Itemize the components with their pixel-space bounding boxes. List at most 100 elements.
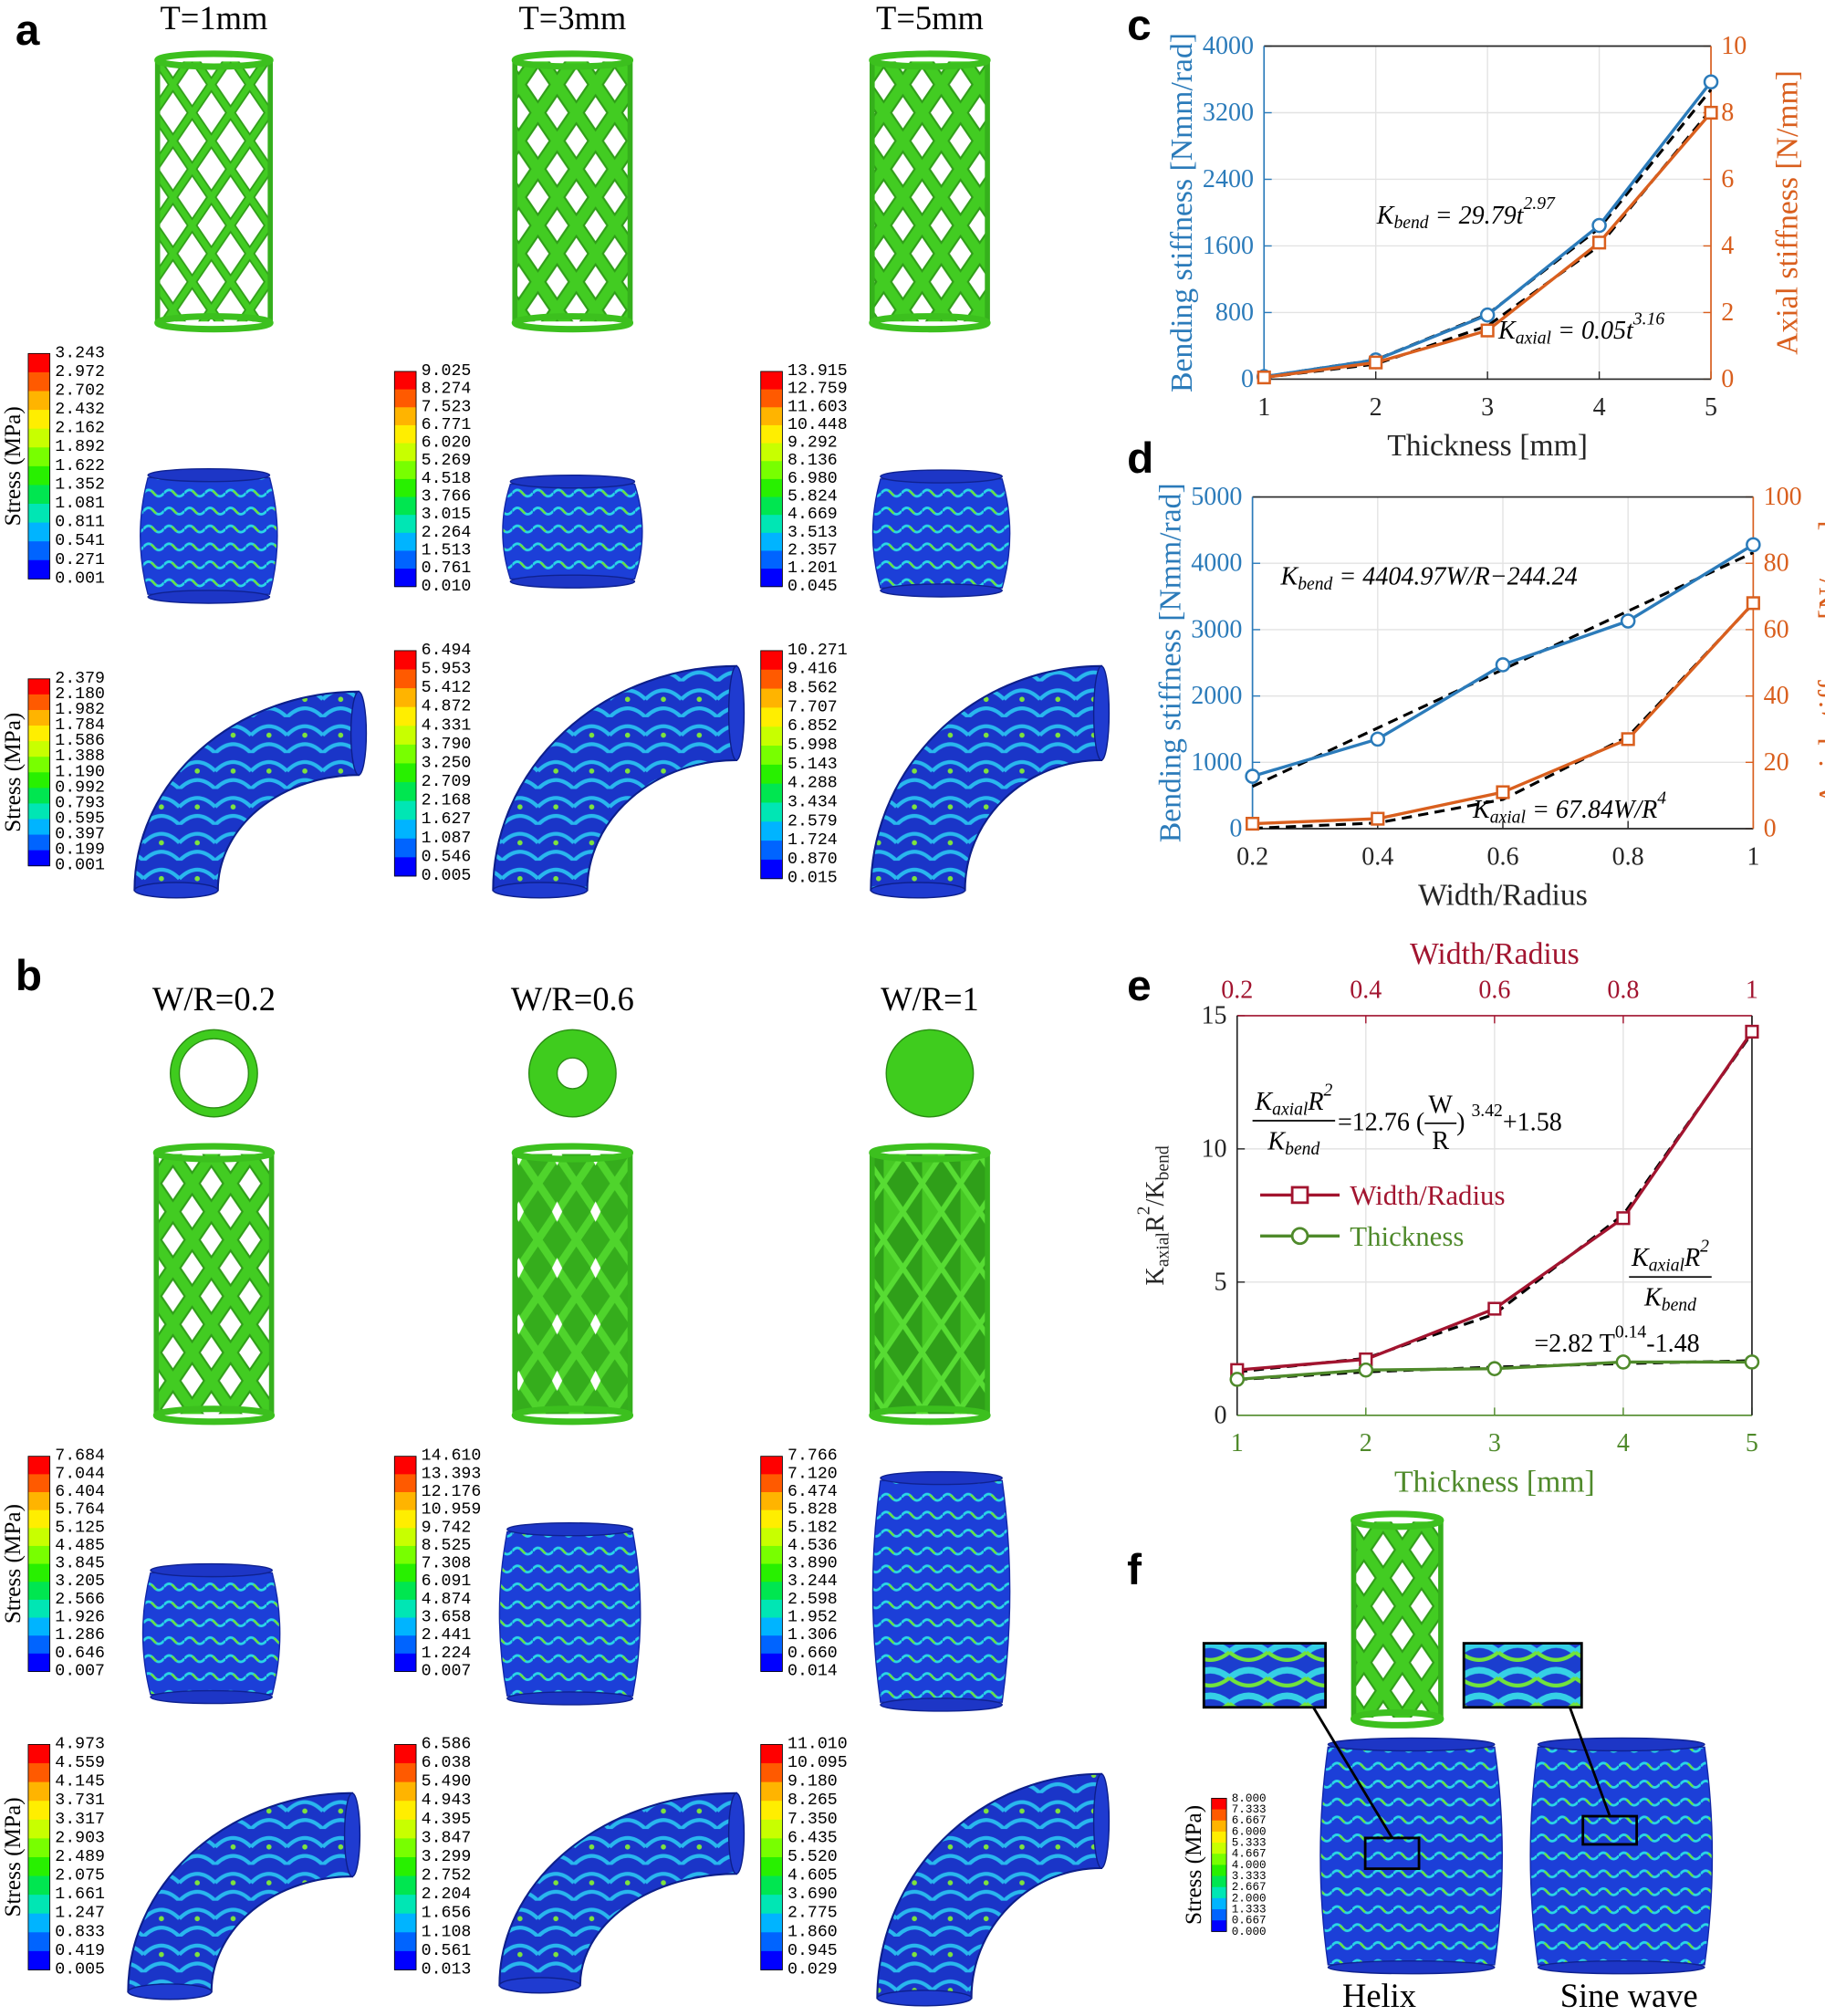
cylinder-ring xyxy=(511,1143,634,1163)
colorbar-segment xyxy=(27,1474,50,1493)
colorbar-label: 4.288 xyxy=(787,775,838,793)
marker xyxy=(1480,323,1495,338)
colorbar-segment xyxy=(760,1950,783,1970)
colorbar-label: 4.485 xyxy=(55,1537,105,1555)
colorbar-label: 0.419 xyxy=(55,1942,105,1960)
colorbar-label: 3.317 xyxy=(55,1811,105,1829)
x2-axis-label: Width/Radius xyxy=(1410,937,1580,971)
y-tick-label: 5 xyxy=(1215,1268,1227,1296)
x-tick-label: 0.6 xyxy=(1486,842,1518,871)
marker xyxy=(1369,355,1383,370)
annotation-numerator: KaxialR2 xyxy=(1254,1080,1332,1119)
tube-end xyxy=(727,665,746,761)
colorbar-title: Stress (MPa) xyxy=(0,1504,26,1624)
compressed-ring xyxy=(147,590,271,604)
colorbar-label: 1.661 xyxy=(55,1885,105,1904)
colorbar-label: 10.271 xyxy=(787,642,848,660)
text-run: K xyxy=(1497,317,1517,345)
colorbar-segment xyxy=(760,1635,783,1655)
colorbar-label: 13.915 xyxy=(787,362,848,381)
colorbar-label: 7.044 xyxy=(55,1465,105,1483)
colorbar-label: 7.684 xyxy=(55,1447,105,1466)
colorbar-segment xyxy=(760,726,783,747)
legend-marker xyxy=(1290,1227,1309,1246)
colorbar-label: 1.087 xyxy=(422,830,472,848)
column-heading: T=5mm xyxy=(876,0,984,37)
text-run: K xyxy=(1267,1127,1286,1155)
cylinder-ring xyxy=(869,313,991,333)
colorbar-label: 7.120 xyxy=(787,1465,838,1483)
colorbar-label: 4.536 xyxy=(787,1537,838,1555)
colorbar-label: 0.646 xyxy=(55,1645,105,1663)
colorbar-label: 8.525 xyxy=(422,1537,472,1555)
cross-section-hole xyxy=(556,1057,589,1090)
colorbar-segment xyxy=(394,706,417,726)
colorbar-segment xyxy=(760,1875,783,1896)
colorbar-label: 2.702 xyxy=(55,382,105,401)
subscript: axial xyxy=(1516,329,1552,349)
colorbar-segment xyxy=(394,1875,417,1896)
colorbar-segment xyxy=(394,1491,417,1511)
superscript: 3.16 xyxy=(1632,308,1665,329)
panel-letter: c xyxy=(1127,2,1152,50)
colorbar-label: 6.404 xyxy=(55,1483,105,1501)
text-run: -1.48 xyxy=(1646,1330,1699,1358)
colorbar-label: 1.892 xyxy=(55,438,105,456)
y2-tick-label: 2 xyxy=(1721,298,1734,327)
colorbar-label: 2.566 xyxy=(55,1591,105,1609)
colorbar-label: 7.523 xyxy=(422,398,472,416)
y-tick-label: 10 xyxy=(1201,1134,1226,1163)
tube-end xyxy=(876,1990,973,2007)
colorbar-segment xyxy=(27,694,50,711)
y2-tick-label: 10 xyxy=(1721,32,1747,60)
colorbar-label: 6.667 xyxy=(1232,1813,1267,1827)
colorbar-label: 4.605 xyxy=(787,1867,838,1885)
colorbar-label: 6.586 xyxy=(422,1735,472,1753)
cross-section xyxy=(885,1029,975,1118)
colorbar-label: 5.269 xyxy=(422,452,472,470)
text-run: +1.58 xyxy=(1503,1108,1562,1136)
colorbar-label: 1.586 xyxy=(55,732,105,750)
colorbar-segment xyxy=(394,1819,417,1839)
x-tick-label: 4 xyxy=(1593,393,1606,422)
colorbar-segment xyxy=(760,746,783,766)
text-line: KaxialR2 xyxy=(1254,1080,1332,1119)
colorbar-segment xyxy=(760,1545,783,1565)
colorbar-segment xyxy=(1211,1843,1227,1854)
colorbar-label: 6.091 xyxy=(422,1572,472,1591)
colorbar-segment xyxy=(1211,1875,1227,1888)
tube-end xyxy=(1092,1773,1111,1869)
colorbar-label: 2.000 xyxy=(1232,1891,1267,1905)
colorbar-label: 4.145 xyxy=(55,1773,105,1791)
colorbar-label: 0.199 xyxy=(55,841,105,860)
superscript: 2 xyxy=(1324,1080,1333,1100)
colorbar-segment xyxy=(760,707,783,727)
colorbar-frame xyxy=(760,371,783,588)
text-run: R xyxy=(1141,1215,1169,1232)
colorbar-segment xyxy=(394,461,417,480)
colorbar-segment xyxy=(760,550,783,569)
colorbar-segment xyxy=(760,1819,783,1839)
colorbar-segment xyxy=(394,800,417,820)
bent-tube xyxy=(133,690,360,892)
text-line: Kbend xyxy=(1643,1283,1696,1315)
colorbar-segment xyxy=(394,550,417,569)
colorbar-label: 1.306 xyxy=(787,1626,838,1645)
colorbar-segment xyxy=(760,859,783,880)
cylinder-ring xyxy=(152,1405,276,1426)
colorbar-segment xyxy=(760,688,783,708)
colorbar-label: 9.180 xyxy=(787,1773,838,1791)
colorbar-label: 2.598 xyxy=(787,1591,838,1609)
colorbar-segment xyxy=(394,1856,417,1876)
colorbar-segment xyxy=(27,1819,50,1839)
compressed-ring xyxy=(880,583,1003,598)
tube-end xyxy=(1092,665,1111,761)
x-tick-label: 2 xyxy=(1360,1429,1372,1457)
colorbar-segment xyxy=(394,389,417,408)
colorbar-label: 5.490 xyxy=(422,1773,472,1791)
colorbar-label: 5.143 xyxy=(787,756,838,774)
colorbar-label: 14.610 xyxy=(422,1447,482,1466)
colorbar-label: 0.001 xyxy=(55,569,105,588)
colorbar-segment xyxy=(27,741,50,757)
cross-section-hole xyxy=(178,1038,250,1109)
